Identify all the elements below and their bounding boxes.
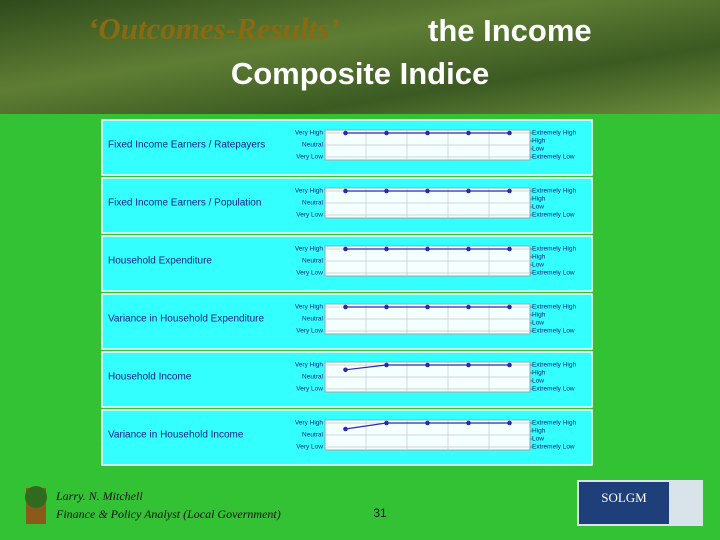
y-tick-label: Very Low <box>296 212 323 219</box>
point <box>425 246 430 252</box>
y2-tick-label: High <box>532 138 546 145</box>
point <box>425 362 430 368</box>
charts: Fixed Income Earners / Ratepayers Very Hi… <box>101 119 593 466</box>
point <box>343 188 348 194</box>
point <box>466 130 471 136</box>
chart-title: Fixed Income Earners / Ratepayers <box>108 140 265 151</box>
y2-tick-label: Low <box>532 320 544 327</box>
y2-tick-label: Extremely High <box>532 420 576 427</box>
y2-tick-label: Extremely High <box>532 188 576 195</box>
chart-title: Variance in Household Expenditure <box>108 314 264 325</box>
point <box>343 304 348 310</box>
y-tick-label: Very Low <box>296 444 323 451</box>
logo-tree <box>25 486 47 508</box>
logo-box <box>579 482 669 524</box>
point <box>384 246 389 252</box>
point <box>466 420 471 426</box>
y2-tick-label: Low <box>532 378 544 385</box>
point <box>384 130 389 136</box>
y2-tick-label: Extremely Low <box>532 270 575 277</box>
y-tick-label: Very High <box>295 246 324 253</box>
title-line: the Income <box>428 13 592 48</box>
y-tick-label: Neutral <box>302 374 324 381</box>
point <box>384 420 389 426</box>
y-tick-label: Very Low <box>296 386 323 393</box>
y2-tick-label: High <box>532 196 546 203</box>
point <box>343 426 348 432</box>
y-tick-label: Neutral <box>302 258 324 265</box>
y-tick-label: Very High <box>295 130 324 137</box>
header-image <box>0 0 720 114</box>
point <box>343 130 348 136</box>
point <box>384 188 389 194</box>
y2-tick-label: Extremely Low <box>532 154 575 161</box>
point <box>507 304 512 310</box>
point <box>425 188 430 194</box>
y2-tick-label: High <box>532 428 546 435</box>
point <box>425 130 430 136</box>
y2-tick-label: Extremely High <box>532 246 576 253</box>
y2-tick-label: Extremely Low <box>532 386 575 393</box>
chart-title: Variance in Household Income <box>108 430 244 441</box>
y-tick-label: Neutral <box>302 142 324 149</box>
role: Finance & Policy Analyst (Local Governme… <box>55 507 281 521</box>
author: Larry. N. Mitchell <box>55 489 143 503</box>
title-emphasis: ‘Outcomes-Results’ <box>88 11 339 46</box>
point <box>425 420 430 426</box>
point <box>343 367 348 373</box>
y2-tick-label: Low <box>532 204 544 211</box>
point <box>507 188 512 194</box>
point <box>466 188 471 194</box>
point <box>466 362 471 368</box>
point <box>507 362 512 368</box>
point <box>425 304 430 310</box>
point <box>466 246 471 252</box>
chart-title: Fixed Income Earners / Population <box>108 198 261 209</box>
y2-tick-label: Low <box>532 262 544 269</box>
y2-tick-label: Low <box>532 146 544 153</box>
point <box>507 130 512 136</box>
point <box>507 246 512 252</box>
y-tick-label: Very High <box>295 304 324 311</box>
y-tick-label: Neutral <box>302 200 324 207</box>
point <box>384 304 389 310</box>
y-tick-label: Very Low <box>296 270 323 277</box>
chart-title: Household Income <box>108 372 192 383</box>
y-tick-label: Very High <box>295 188 324 195</box>
point <box>343 246 348 252</box>
y-tick-label: Neutral <box>302 316 324 323</box>
y-tick-label: Very High <box>295 362 324 369</box>
y-tick-label: Very Low <box>296 328 323 335</box>
y2-tick-label: High <box>532 312 546 319</box>
page-number: 31 <box>373 506 387 520</box>
logo-text: SOLGM <box>601 490 647 505</box>
y-tick-label: Neutral <box>302 432 324 439</box>
chart-title: Household Expenditure <box>108 256 212 267</box>
y2-tick-label: Extremely High <box>532 304 576 311</box>
y2-tick-label: Extremely Low <box>532 444 575 451</box>
title-line: Composite Indice <box>231 56 489 91</box>
y2-tick-label: Extremely High <box>532 362 576 369</box>
y2-tick-label: Low <box>532 436 544 443</box>
point <box>507 420 512 426</box>
point <box>466 304 471 310</box>
y2-tick-label: Extremely Low <box>532 328 575 335</box>
y-tick-label: Very Low <box>296 154 323 161</box>
y2-tick-label: High <box>532 370 546 377</box>
y2-tick-label: Extremely Low <box>532 212 575 219</box>
y2-tick-label: Extremely High <box>532 130 576 137</box>
y-tick-label: Very High <box>295 420 324 427</box>
y2-tick-label: High <box>532 254 546 261</box>
point <box>384 362 389 368</box>
